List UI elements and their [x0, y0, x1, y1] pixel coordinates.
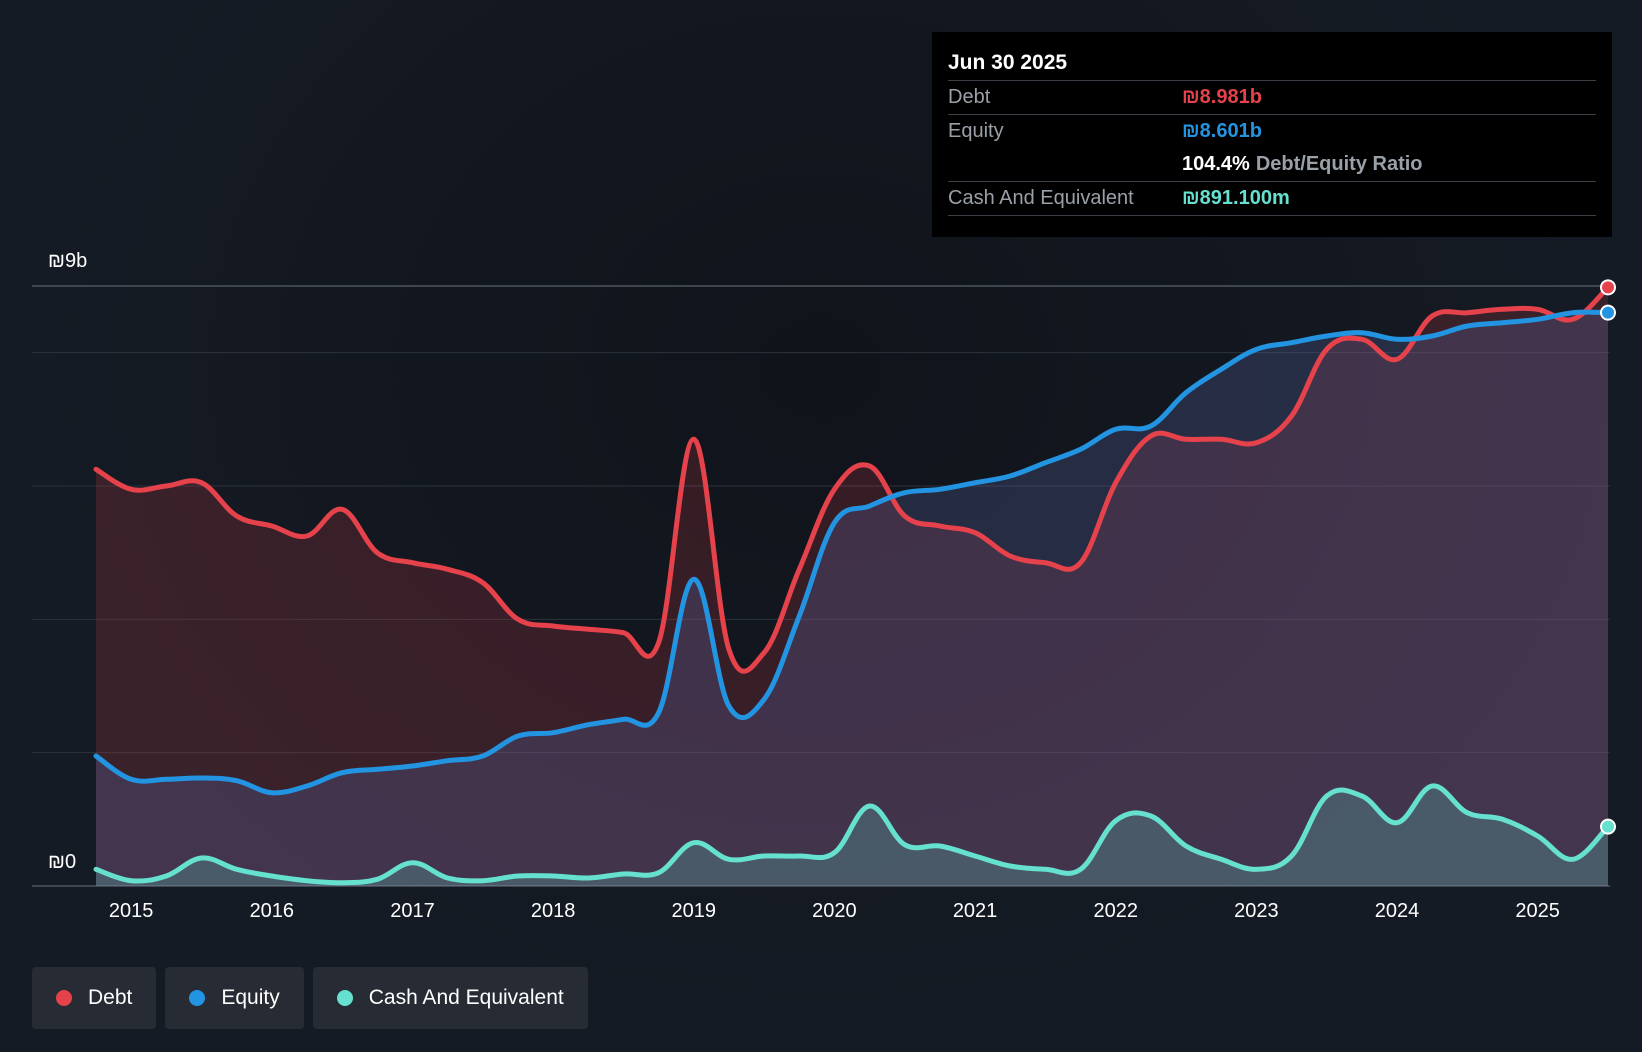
legend-equity-label: Equity — [221, 986, 280, 1009]
tooltip-ratio-value: 104.4% — [1182, 153, 1250, 175]
debt-area — [96, 287, 1608, 886]
cash-area — [96, 785, 1608, 886]
x-tick-label: 2020 — [812, 900, 857, 922]
legend: Debt Equity Cash And Equivalent — [32, 967, 588, 1029]
legend-cash-label: Cash And Equivalent — [368, 986, 564, 1009]
cash-end-point[interactable] — [1600, 818, 1616, 835]
x-tick-label: 2016 — [249, 900, 295, 922]
x-tick-label: 2021 — [952, 900, 998, 922]
tooltip-ratio-label: Debt/Equity Ratio — [1255, 153, 1423, 175]
tooltip-equity-value: ₪8.601b — [1182, 120, 1262, 142]
equity-area — [96, 312, 1608, 886]
x-tick-label: 2018 — [530, 900, 576, 922]
legend-item-equity[interactable]: Equity — [165, 967, 304, 1029]
debt-line[interactable] — [93, 284, 1611, 674]
x-tick-label: 2017 — [390, 900, 435, 922]
tooltip-cash-value: ₪891.100m — [1182, 187, 1290, 209]
tooltip-cash-row: Cash And Equivalent ₪891.100m — [948, 182, 1596, 216]
debt-end-point[interactable] — [1600, 279, 1616, 296]
x-tick-label: 2015 — [108, 900, 154, 922]
legend-item-debt[interactable]: Debt — [32, 967, 157, 1029]
tooltip-debt-row: Debt ₪8.981b — [948, 81, 1596, 115]
x-tick-label: 2024 — [1374, 900, 1420, 922]
tooltip-debt-label: Debt — [948, 86, 991, 108]
legend-debt-label: Debt — [88, 986, 133, 1009]
equity-end-point[interactable] — [1600, 304, 1616, 321]
tooltip-ratio-row: 104.4% Debt/Equity Ratio — [948, 148, 1596, 182]
equity-dot-icon — [189, 990, 206, 1006]
equity-line[interactable] — [93, 309, 1611, 796]
x-tick-label: 2022 — [1093, 900, 1138, 922]
y-axis-min-label: ₪0 — [48, 851, 77, 873]
y-axis-max-label: ₪9b — [48, 250, 88, 272]
tooltip-date: Jun 30 2025 — [948, 46, 1596, 81]
x-tick-label: 2025 — [1515, 900, 1560, 922]
debt-dot-icon — [56, 990, 72, 1006]
tooltip: Jun 30 2025 Debt ₪8.981b Equity ₪8.601b … — [932, 32, 1612, 237]
cash-line[interactable] — [93, 783, 1611, 886]
tooltip-equity-label: Equity — [948, 120, 1004, 142]
x-tick-label: 2023 — [1234, 900, 1279, 922]
tooltip-cash-label: Cash And Equivalent — [948, 187, 1134, 209]
tooltip-equity-row: Equity ₪8.601b — [948, 115, 1596, 148]
cash-dot-icon — [336, 990, 353, 1006]
x-tick-label: 2019 — [671, 900, 717, 922]
tooltip-debt-value: ₪8.981b — [1182, 86, 1262, 108]
legend-item-cash[interactable]: Cash And Equivalent — [312, 967, 588, 1029]
